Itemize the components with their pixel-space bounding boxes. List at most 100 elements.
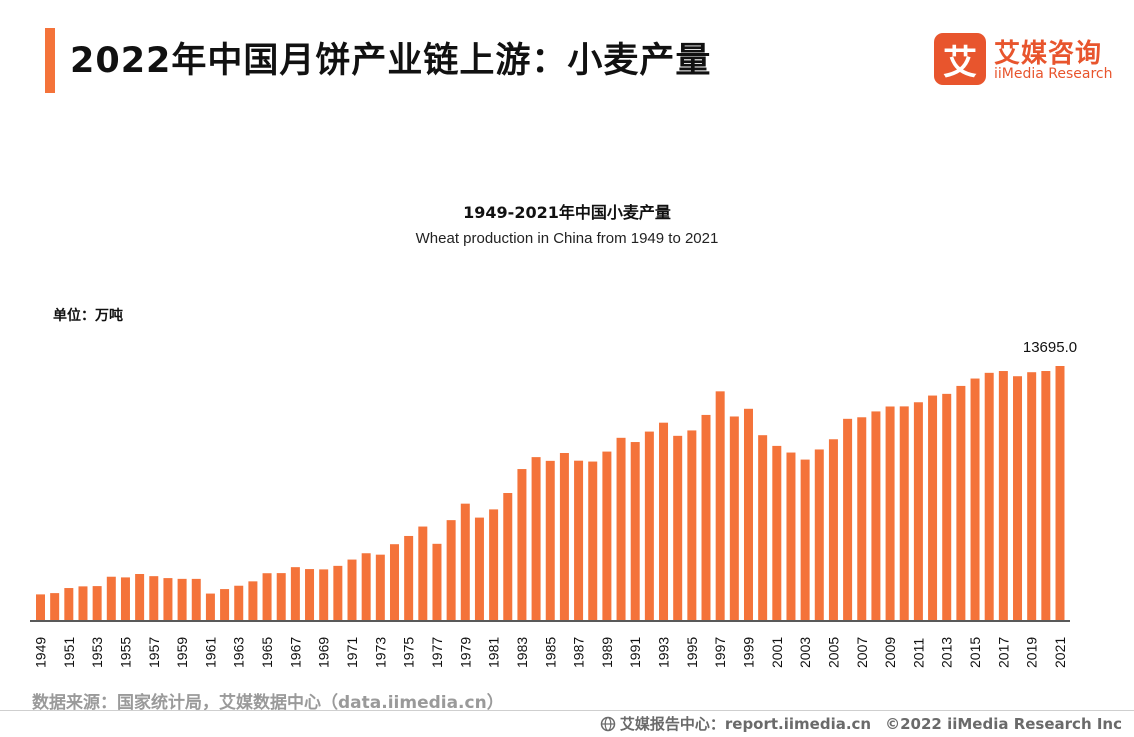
bar-2005: [828, 439, 838, 620]
unit-label: 单位：万吨: [53, 308, 123, 324]
bar-1960: [191, 578, 201, 620]
x-tick-label-2001: 2001: [769, 637, 785, 668]
bar-2019: [1027, 372, 1037, 620]
bar-1969: [319, 569, 329, 620]
bar-1967: [290, 567, 300, 620]
bar-1958: [163, 578, 173, 620]
bar-2015: [970, 378, 980, 620]
bar-1984: [531, 457, 541, 620]
x-tick-label-1967: 1967: [287, 637, 303, 668]
bar-2001: [772, 445, 782, 620]
bar-1973: [375, 554, 385, 620]
bar-1977: [432, 543, 442, 620]
bar-2004: [814, 449, 824, 620]
page-title: 2022年中国月饼产业链上游：小麦产量: [70, 41, 712, 81]
x-tick-label-1949: 1949: [33, 637, 49, 668]
x-tick-label-2007: 2007: [854, 637, 870, 668]
x-tick-label-1981: 1981: [486, 637, 502, 668]
x-tick-label-2021: 2021: [1052, 637, 1068, 668]
iimedia-logo: 艾 艾媒咨询 iiMedia Research: [934, 33, 1114, 85]
x-tick-label-1963: 1963: [231, 637, 247, 668]
wheat-bar-chart: 1949 1951 1953 1955 1957 1959 1961 1963 1965 1967…: [30, 339, 1077, 668]
bar-1989: [602, 451, 612, 620]
chart-title: 1949-2021年中国小麦产量: [463, 203, 671, 222]
bar-2011: [913, 402, 923, 620]
bar-1994: [673, 435, 683, 620]
x-tick-label-2003: 2003: [797, 637, 813, 668]
bar-2002: [786, 452, 796, 620]
bar-1986: [559, 453, 569, 620]
bar-2021: [1055, 366, 1065, 620]
logo-name-en: iiMedia Research: [994, 66, 1113, 82]
x-tick-label-2015: 2015: [967, 637, 983, 668]
bar-1951: [64, 588, 74, 620]
bar-1993: [659, 422, 669, 620]
bar-1985: [545, 460, 555, 620]
bar-2006: [843, 418, 853, 620]
x-tick-label-1999: 1999: [740, 637, 756, 668]
x-tick-label-1995: 1995: [684, 637, 700, 668]
bar-1952: [78, 586, 88, 620]
logo-name-cn: 艾媒咨询: [994, 39, 1103, 69]
x-tick-label-1951: 1951: [61, 637, 77, 668]
x-tick-label-1959: 1959: [174, 637, 190, 668]
bar-1971: [347, 559, 357, 620]
bar-1953: [92, 586, 102, 620]
bar-2016: [984, 372, 994, 620]
x-tick-label-2019: 2019: [1024, 637, 1040, 668]
bar-1975: [404, 535, 414, 620]
x-tick-label-1961: 1961: [202, 637, 218, 668]
x-tick-label-1983: 1983: [514, 637, 530, 668]
x-tick-label-1991: 1991: [627, 637, 643, 668]
data-label-2021: 13695.0: [1023, 339, 1077, 356]
x-tick-label-2013: 2013: [939, 637, 955, 668]
bar-1980: [474, 517, 484, 620]
bar-1997: [715, 391, 725, 620]
bar-1990: [616, 437, 626, 620]
bar-1978: [446, 520, 456, 620]
x-tick-label-1957: 1957: [146, 637, 162, 668]
bar-1979: [460, 503, 470, 620]
x-tick-label-1993: 1993: [656, 637, 672, 668]
bar-1957: [149, 576, 159, 620]
bar-1964: [248, 581, 258, 620]
x-tick-label-1969: 1969: [316, 637, 332, 668]
bar-1970: [333, 565, 343, 620]
data-source: 数据来源：国家统计局，艾媒数据中心（data.iimedia.cn）: [32, 693, 504, 713]
globe-icon: [600, 716, 616, 731]
x-tick-label-1953: 1953: [89, 637, 105, 668]
bar-1968: [305, 569, 315, 620]
bar-2012: [928, 395, 938, 620]
footer-divider: [0, 710, 1134, 711]
bar-1992: [644, 431, 654, 620]
bar-1983: [517, 469, 527, 620]
bar-1976: [418, 526, 428, 620]
bar-1995: [687, 430, 697, 620]
footer-report-link[interactable]: 艾媒报告中心：report.iimedia.cn: [619, 715, 872, 733]
bar-1961: [205, 593, 215, 620]
bar-1991: [630, 442, 640, 620]
bar-1950: [50, 593, 60, 620]
bar-2007: [857, 417, 867, 620]
chart-subtitle: Wheat production in China from 1949 to 2…: [415, 230, 719, 247]
x-tick-label-1979: 1979: [457, 637, 473, 668]
x-tick-label-2017: 2017: [995, 637, 1011, 668]
bar-1996: [701, 414, 711, 620]
x-tick-label-1987: 1987: [571, 637, 587, 668]
bar-2000: [758, 435, 768, 620]
x-tick-label-1985: 1985: [542, 637, 558, 668]
x-tick-label-1989: 1989: [599, 637, 615, 668]
bar-2008: [871, 411, 881, 620]
bar-1965: [262, 573, 272, 620]
bar-2020: [1041, 371, 1051, 620]
logo-mark-icon: 艾: [934, 33, 986, 85]
bar-1972: [361, 553, 371, 620]
bar-2014: [956, 385, 966, 620]
bar-1963: [234, 585, 244, 620]
x-tick-label-1971: 1971: [344, 637, 360, 668]
bar-1956: [135, 574, 145, 620]
bar-1987: [574, 460, 584, 620]
x-tick-label-2005: 2005: [825, 637, 841, 668]
x-tick-label-1975: 1975: [401, 637, 417, 668]
x-tick-label-1973: 1973: [372, 637, 388, 668]
